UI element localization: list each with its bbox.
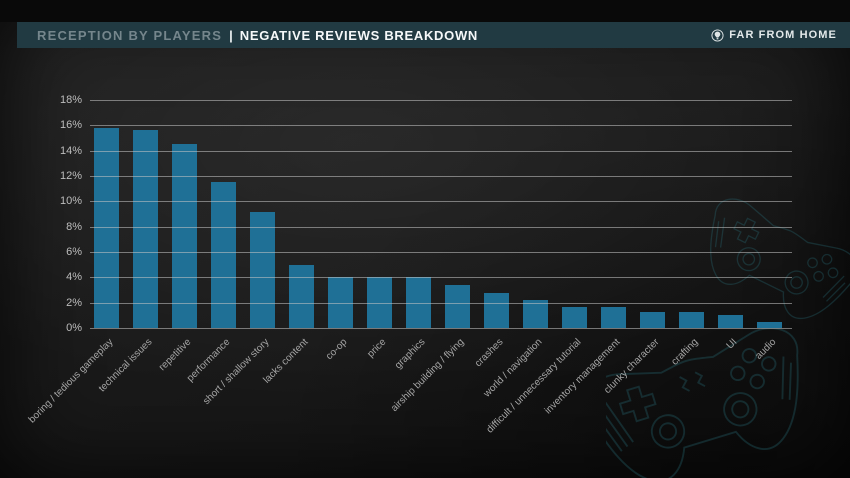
bar xyxy=(289,264,314,328)
y-tick-label: 8% xyxy=(66,220,82,233)
bar xyxy=(679,311,704,328)
header-band: RECEPTION BY PLAYERS | NEGATIVE REVIEWS … xyxy=(17,22,850,48)
y-tick-label: 18% xyxy=(59,94,82,106)
airship-logo-icon xyxy=(711,28,724,42)
bar xyxy=(445,284,470,328)
gridline xyxy=(90,302,792,304)
bar xyxy=(523,300,548,328)
bar xyxy=(133,130,158,328)
gridline xyxy=(90,226,792,228)
bar xyxy=(601,306,626,328)
brand-name: FAR FROM HOME xyxy=(729,29,837,41)
y-tick-label: 10% xyxy=(59,195,82,208)
bar xyxy=(172,144,197,328)
bar xyxy=(757,321,782,328)
brand-logo: FAR FROM HOME xyxy=(711,28,837,42)
y-tick-label: 0% xyxy=(66,322,82,334)
header-section-label: RECEPTION BY PLAYERS xyxy=(37,27,223,43)
gridline xyxy=(90,150,792,152)
page-title: NEGATIVE REVIEWS BREAKDOWN xyxy=(239,27,478,43)
bar xyxy=(250,211,275,328)
y-tick-label: 6% xyxy=(66,246,82,258)
gridline xyxy=(90,201,792,203)
gridline xyxy=(90,100,792,101)
y-tick-label: 2% xyxy=(66,296,82,309)
gridline xyxy=(90,252,792,253)
top-strip xyxy=(0,0,850,22)
bar xyxy=(562,306,587,328)
bar xyxy=(94,127,119,328)
gridline xyxy=(90,176,792,177)
y-tick-label: 14% xyxy=(59,144,82,157)
header-divider: | xyxy=(229,27,233,43)
gridline xyxy=(90,125,792,127)
bar xyxy=(718,315,743,328)
bar xyxy=(640,311,665,328)
gridline xyxy=(90,277,792,279)
gridline xyxy=(90,328,792,329)
bar xyxy=(484,292,509,328)
bar xyxy=(211,182,236,328)
y-tick-label: 12% xyxy=(59,170,82,182)
y-tick-label: 4% xyxy=(66,271,82,284)
plot-area xyxy=(90,100,792,329)
y-tick-label: 16% xyxy=(59,119,82,132)
